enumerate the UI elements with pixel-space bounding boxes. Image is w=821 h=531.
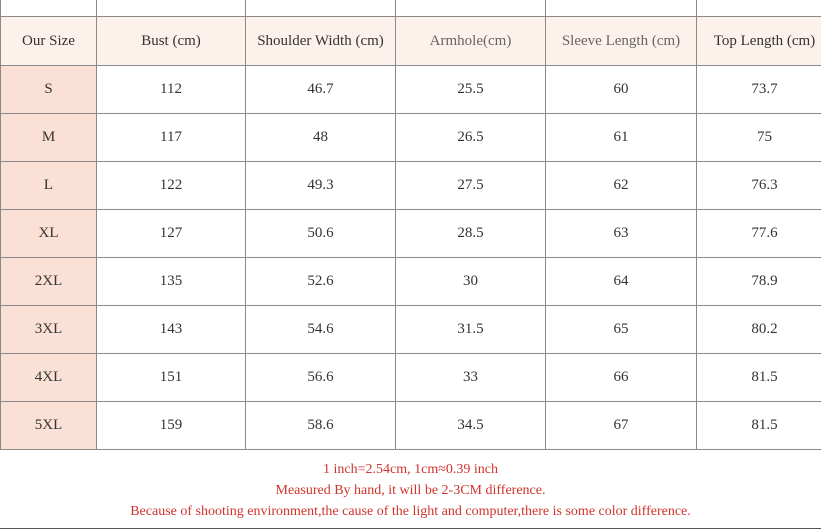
length-cell: 81.5 [696, 353, 821, 402]
size-chart-table: Our Size Bust (cm) Shoulder Width (cm) A… [0, 0, 821, 450]
sleeve-cell: 60 [545, 65, 697, 114]
table-row: XL 127 50.6 28.5 63 77.6 [0, 209, 821, 258]
shoulder-cell: 48 [245, 113, 396, 162]
size-cell: 2XL [0, 257, 97, 306]
header-shoulder-width: Shoulder Width (cm) [245, 16, 396, 66]
armhole-cell: 28.5 [395, 209, 546, 258]
table-row: L 122 49.3 27.5 62 76.3 [0, 161, 821, 210]
sleeve-cell: 66 [545, 353, 697, 402]
shoulder-cell: 46.7 [245, 65, 396, 114]
table-row: 5XL 159 58.6 34.5 67 81.5 [0, 401, 821, 450]
bust-cell: 112 [96, 65, 246, 114]
table-row: 3XL 143 54.6 31.5 65 80.2 [0, 305, 821, 354]
bust-cell: 143 [96, 305, 246, 354]
shoulder-cell: 52.6 [245, 257, 396, 306]
header-bust: Bust (cm) [96, 16, 246, 66]
length-cell: 81.5 [696, 401, 821, 450]
table-row: 4XL 151 56.6 33 66 81.5 [0, 353, 821, 402]
shoulder-cell: 58.6 [245, 401, 396, 450]
length-cell: 73.7 [696, 65, 821, 114]
size-cell: M [0, 113, 97, 162]
header-our-size: Our Size [0, 16, 97, 66]
measurement-note: Measured By hand, it will be 2-3CM diffe… [275, 483, 546, 498]
length-cell: 78.9 [696, 257, 821, 306]
shoulder-cell: 54.6 [245, 305, 396, 354]
bust-cell: 122 [96, 161, 246, 210]
shoulder-cell: 56.6 [245, 353, 396, 402]
shoulder-cell: 49.3 [245, 161, 396, 210]
length-cell: 77.6 [696, 209, 821, 258]
size-cell: S [0, 65, 97, 114]
armhole-cell: 27.5 [395, 161, 546, 210]
table-row: 2XL 135 52.6 30 64 78.9 [0, 257, 821, 306]
size-cell: L [0, 161, 97, 210]
size-cell: XL [0, 209, 97, 258]
armhole-cell: 33 [395, 353, 546, 402]
armhole-cell: 30 [395, 257, 546, 306]
length-cell: 80.2 [696, 305, 821, 354]
header-armhole: Armhole(cm) [395, 16, 546, 66]
measurement-notes: 1 inch=2.54cm, 1cm≈0.39 inch Measured By… [0, 451, 821, 531]
sleeve-cell: 62 [545, 161, 697, 210]
bust-cell: 135 [96, 257, 246, 306]
header-sleeve-length: Sleeve Length (cm) [545, 16, 697, 66]
size-cell: 3XL [0, 305, 97, 354]
bust-cell: 151 [96, 353, 246, 402]
sleeve-cell: 65 [545, 305, 697, 354]
sleeve-cell: 64 [545, 257, 697, 306]
armhole-cell: 26.5 [395, 113, 546, 162]
table-row: M 117 48 26.5 61 75 [0, 113, 821, 162]
length-cell: 75 [696, 113, 821, 162]
bust-cell: 117 [96, 113, 246, 162]
size-cell: 4XL [0, 353, 97, 402]
sleeve-cell: 61 [545, 113, 697, 162]
header-top-length: Top Length (cm) [696, 16, 821, 66]
bust-cell: 127 [96, 209, 246, 258]
sleeve-cell: 67 [545, 401, 697, 450]
armhole-cell: 31.5 [395, 305, 546, 354]
size-cell: 5XL [0, 401, 97, 450]
table-row: S 112 46.7 25.5 60 73.7 [0, 65, 821, 114]
bottom-divider [0, 528, 821, 529]
armhole-cell: 34.5 [395, 401, 546, 450]
color-difference-note: Because of shooting environment,the caus… [130, 504, 691, 519]
sleeve-cell: 63 [545, 209, 697, 258]
header-row: Our Size Bust (cm) Shoulder Width (cm) A… [0, 16, 821, 66]
bust-cell: 159 [96, 401, 246, 450]
cropped-top-row [0, 0, 821, 17]
armhole-cell: 25.5 [395, 65, 546, 114]
length-cell: 76.3 [696, 161, 821, 210]
shoulder-cell: 50.6 [245, 209, 396, 258]
conversion-note: 1 inch=2.54cm, 1cm≈0.39 inch [323, 462, 498, 477]
